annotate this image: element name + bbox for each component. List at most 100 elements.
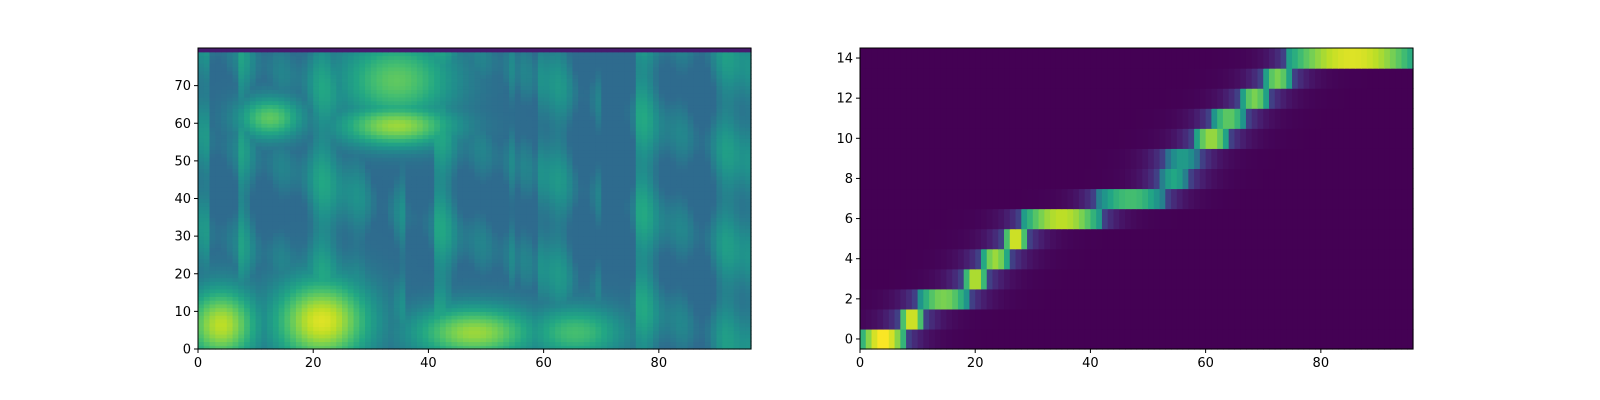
left-heatmap-cell (278, 232, 286, 237)
left-heatmap-cell (699, 333, 706, 339)
left-heatmap-cell (693, 236, 700, 241)
left-heatmap-cell (606, 315, 614, 320)
left-heatmap-cell (583, 307, 591, 312)
left-heatmap-cell (249, 168, 257, 173)
left-heatmap-cell (618, 315, 625, 320)
left-heatmap-cell (727, 307, 735, 312)
left-heatmap-cell (324, 228, 332, 233)
left-heatmap-cell (267, 322, 274, 328)
left-heatmap-cell (221, 281, 228, 286)
left-heatmap-cell (681, 194, 689, 200)
left-heatmap-cell (365, 285, 372, 290)
left-heatmap-cell (572, 315, 579, 320)
left-heatmap-cell (658, 296, 666, 301)
left-heatmap-cell (411, 217, 418, 222)
left-heatmap-cell (215, 296, 222, 301)
left-heatmap-cell (399, 269, 406, 275)
left-heatmap-cell (261, 164, 268, 169)
left-heatmap-cell (606, 254, 614, 260)
left-heatmap-cell (710, 209, 718, 215)
left-heatmap-cell (566, 232, 574, 237)
left-heatmap-cell (232, 262, 239, 267)
left-heatmap-cell (653, 288, 660, 294)
left-heatmap-cell (509, 333, 516, 339)
left-heatmap-cell (676, 262, 683, 267)
left-heatmap-cell (405, 228, 412, 233)
left-heatmap-cell (272, 341, 280, 346)
left-heatmap-cell (198, 217, 205, 222)
left-heatmap-cell (388, 303, 395, 309)
left-heatmap-cell (278, 311, 286, 316)
left-heatmap-cell (733, 337, 741, 343)
left-heatmap-cell (347, 318, 355, 324)
left-heatmap-cell (549, 251, 556, 256)
left-heatmap-cell (226, 213, 234, 218)
left-heatmap-cell (583, 288, 591, 294)
left-heatmap-cell (411, 281, 418, 286)
left-heatmap-cell (226, 243, 234, 249)
left-heatmap-cell (226, 300, 234, 305)
left-heatmap-cell (589, 175, 597, 181)
left-heatmap-cell (509, 239, 516, 245)
left-heatmap-cell (365, 172, 372, 177)
left-heatmap-cell (376, 318, 383, 324)
left-heatmap-cell (439, 206, 447, 211)
left-heatmap-cell (606, 217, 614, 222)
left-heatmap-cell (549, 337, 556, 343)
left-heatmap-cell (295, 168, 303, 173)
left-heatmap-cell (347, 239, 355, 245)
left-heatmap-cell (532, 300, 539, 305)
left-heatmap-cell (606, 179, 614, 185)
left-heatmap-cell (497, 326, 504, 331)
left-heatmap-cell (687, 337, 694, 343)
left-heatmap-cell (486, 318, 493, 324)
left-heatmap-cell (272, 311, 280, 316)
left-heatmap-cell (318, 285, 326, 290)
left-heatmap-cell (491, 168, 499, 173)
left-heatmap-cell (411, 179, 418, 185)
left-heatmap-cell (722, 266, 729, 271)
left-heatmap-cell (595, 157, 602, 162)
left-heatmap-cell (278, 273, 286, 279)
left-heatmap-cell (272, 164, 280, 169)
left-heatmap-cell (491, 251, 499, 256)
left-heatmap-cell (647, 251, 654, 256)
left-heatmap-cell (514, 333, 522, 339)
left-heatmap-cell (658, 187, 666, 192)
left-heatmap-cell (434, 262, 441, 267)
left-heatmap-cell (722, 187, 729, 192)
left-heatmap-cell (336, 345, 343, 350)
left-heatmap-cell (238, 221, 245, 226)
left-heatmap-cell (232, 251, 239, 256)
left-heatmap-cell (416, 179, 424, 185)
left-heatmap-cell (244, 175, 251, 181)
left-heatmap-cell (313, 213, 320, 218)
left-heatmap-cell (480, 337, 487, 343)
left-heatmap-cell (284, 303, 291, 309)
left-heatmap-cell (681, 318, 689, 324)
left-heatmap-cell (503, 292, 510, 297)
left-heatmap-cell (555, 160, 562, 166)
left-heatmap-cell (635, 224, 643, 230)
left-heatmap-cell (555, 281, 562, 286)
left-heatmap-cell (451, 266, 458, 271)
left-heatmap-cell (365, 198, 372, 203)
left-heatmap-cell (566, 326, 574, 331)
left-heatmap-cell (583, 330, 591, 335)
left-heatmap-cell (618, 266, 625, 271)
left-heatmap-cell (681, 303, 689, 309)
left-heatmap-cell (388, 160, 395, 166)
left-heatmap-cell (278, 254, 286, 260)
left-heatmap-cell (681, 300, 689, 305)
left-heatmap-cell (342, 303, 349, 309)
left-heatmap-cell (601, 232, 608, 237)
left-heatmap-cell (382, 318, 389, 324)
left-heatmap-cell (612, 254, 620, 260)
left-heatmap-cell (307, 300, 314, 305)
left-heatmap-cell (653, 337, 660, 343)
left-heatmap-cell (745, 333, 752, 339)
left-heatmap-cell (399, 172, 406, 177)
left-heatmap-cell (520, 292, 527, 297)
left-heatmap-cell (295, 288, 303, 294)
left-heatmap-cell (399, 266, 406, 271)
